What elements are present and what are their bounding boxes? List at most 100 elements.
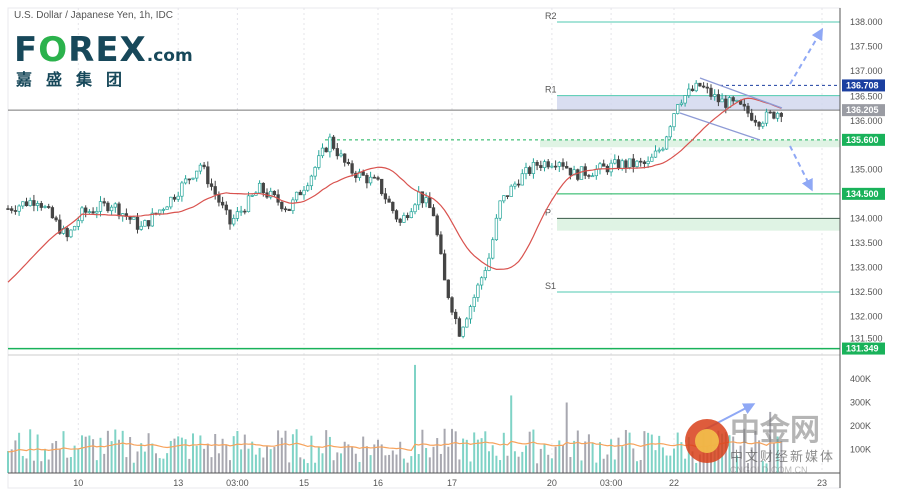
volume-bar xyxy=(750,447,753,473)
volume-bar xyxy=(525,445,527,473)
volume-bar xyxy=(536,463,539,473)
volume-bar xyxy=(136,451,139,473)
candle-body xyxy=(35,203,40,206)
volume-bar xyxy=(243,434,246,473)
volume-bar xyxy=(484,431,487,473)
candle-body xyxy=(590,175,595,178)
volume-bar xyxy=(106,430,109,473)
price-tag: 136.708 xyxy=(846,80,879,90)
candle-body xyxy=(764,111,769,124)
candle-body xyxy=(694,82,698,92)
candle-body xyxy=(95,211,99,214)
candle-body xyxy=(746,105,750,114)
candle-body xyxy=(21,201,25,207)
candle-body xyxy=(716,94,721,103)
volume-bar xyxy=(277,430,280,473)
logo-o: O xyxy=(38,30,69,70)
candle-body xyxy=(735,99,739,102)
volume-bar xyxy=(291,434,294,473)
candle-body xyxy=(442,253,447,281)
candle-body xyxy=(228,209,232,225)
volume-bar xyxy=(354,453,357,473)
volume-bar xyxy=(147,433,150,473)
volume-bar xyxy=(724,432,727,473)
candle-body xyxy=(313,167,317,177)
watermark-site: CNGOLD.COM.CN xyxy=(730,465,808,475)
candle-body xyxy=(657,149,661,152)
candle-body xyxy=(513,183,517,187)
candle-body xyxy=(687,88,691,96)
pivot-label-P: P xyxy=(545,207,551,217)
time-tick: 20 xyxy=(547,478,557,488)
candle-body xyxy=(594,168,598,177)
price-tag-bg xyxy=(842,187,885,200)
candle-body xyxy=(713,94,717,97)
candle-body xyxy=(750,112,754,121)
candle-body xyxy=(664,136,669,150)
volume-bar xyxy=(347,444,350,473)
candle-body xyxy=(761,122,765,127)
candle-body xyxy=(391,201,395,212)
candle-body xyxy=(139,225,143,230)
volume-bar xyxy=(92,439,95,473)
candle-body xyxy=(165,206,169,210)
price-tag-bg xyxy=(842,104,885,117)
candle-body xyxy=(298,191,302,196)
candle-body xyxy=(183,178,188,184)
volume-bar xyxy=(317,447,320,473)
volume-bar xyxy=(88,435,91,473)
candle-body xyxy=(568,167,573,176)
candle-body xyxy=(317,155,321,168)
candle-body xyxy=(102,201,106,204)
candle-body xyxy=(239,210,243,213)
candle-body xyxy=(454,311,458,320)
candle-body xyxy=(731,97,735,102)
volume-bar xyxy=(565,402,568,473)
volume-bar xyxy=(173,438,176,473)
candle-body xyxy=(546,161,550,168)
volume-bar xyxy=(673,448,675,473)
price-tick: 136.000 xyxy=(850,116,883,126)
candle-body xyxy=(191,177,195,180)
volume-bar xyxy=(140,443,143,473)
volume-bar xyxy=(177,436,180,473)
volume-bar xyxy=(765,463,768,473)
candle-body xyxy=(306,185,310,191)
candle-body xyxy=(380,178,384,195)
volume-bar xyxy=(439,453,442,473)
candle-body xyxy=(435,215,439,236)
candle-body xyxy=(302,189,306,196)
volume-bar xyxy=(32,460,35,473)
candle-body xyxy=(287,208,291,212)
volume-bar xyxy=(55,440,58,473)
candle-body xyxy=(509,185,513,197)
volume-bar xyxy=(421,429,424,473)
pivot-label-R2: R2 xyxy=(545,11,557,21)
candle-body xyxy=(461,326,465,337)
candle-body xyxy=(753,119,758,123)
volume-bar xyxy=(195,445,198,473)
candle-body xyxy=(39,203,43,208)
candle-body xyxy=(561,162,565,167)
candle-body xyxy=(668,126,672,138)
candle-body xyxy=(476,284,480,298)
volume-bar xyxy=(661,447,664,473)
candle-body xyxy=(409,211,413,219)
watermark-tagline: 中文财经新媒体 xyxy=(730,449,836,464)
volume-bar xyxy=(240,449,243,473)
volume-bar xyxy=(447,446,450,473)
candle-body xyxy=(54,217,58,221)
candle-body xyxy=(243,210,247,213)
volume-bar xyxy=(417,454,420,473)
volume-bar xyxy=(262,457,265,473)
volume-bar xyxy=(458,459,461,473)
volume-bar xyxy=(743,428,746,473)
volume-bar xyxy=(428,457,431,473)
volume-bar xyxy=(584,441,587,473)
candle-body xyxy=(387,198,391,203)
candle-body xyxy=(491,239,495,259)
candle-body xyxy=(335,148,339,157)
volume-bar xyxy=(695,462,698,473)
